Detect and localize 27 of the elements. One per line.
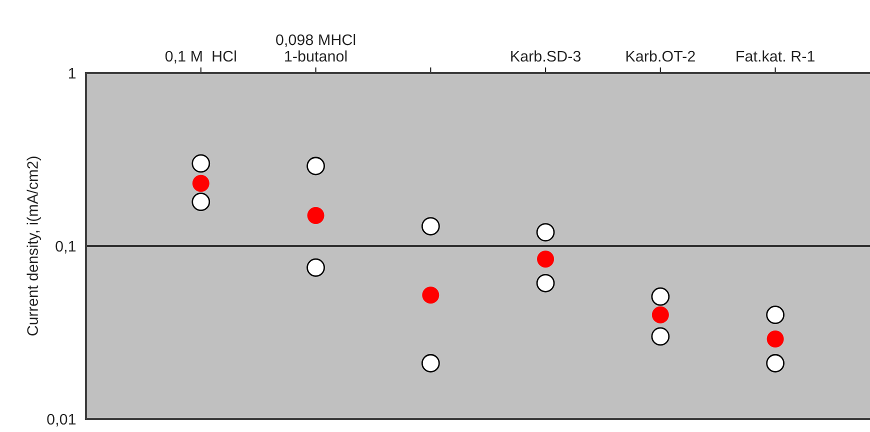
point bbox=[536, 223, 555, 242]
x-tick-label: Karb.SD-3 bbox=[511, 50, 581, 62]
point bbox=[422, 286, 440, 304]
point bbox=[421, 217, 440, 236]
point bbox=[766, 330, 784, 348]
point bbox=[766, 306, 785, 324]
point bbox=[306, 258, 325, 277]
point bbox=[192, 192, 210, 212]
x-tick-label: 0,1 M HCl bbox=[165, 50, 236, 64]
x-tick-label: 0,098 MHCl 1-butanol bbox=[276, 34, 356, 62]
point bbox=[307, 207, 324, 224]
y-tick-label: 1 bbox=[68, 68, 76, 79]
point bbox=[651, 287, 670, 306]
y-tick-label: 0,01 bbox=[47, 414, 76, 426]
point bbox=[421, 354, 440, 372]
point bbox=[306, 156, 325, 176]
point bbox=[537, 250, 554, 268]
y-tick-label: 0,1 bbox=[56, 240, 76, 254]
x-tick-label: Fat.kat. R-1 bbox=[736, 50, 814, 62]
point bbox=[192, 174, 210, 192]
point bbox=[651, 327, 670, 346]
point bbox=[192, 154, 210, 173]
point bbox=[536, 274, 555, 292]
point bbox=[652, 306, 669, 324]
x-tick-label: Karb.OT-2 bbox=[626, 50, 695, 62]
y-axis-title: Current density, i(mA/cm2) bbox=[26, 156, 41, 336]
point bbox=[766, 354, 785, 372]
